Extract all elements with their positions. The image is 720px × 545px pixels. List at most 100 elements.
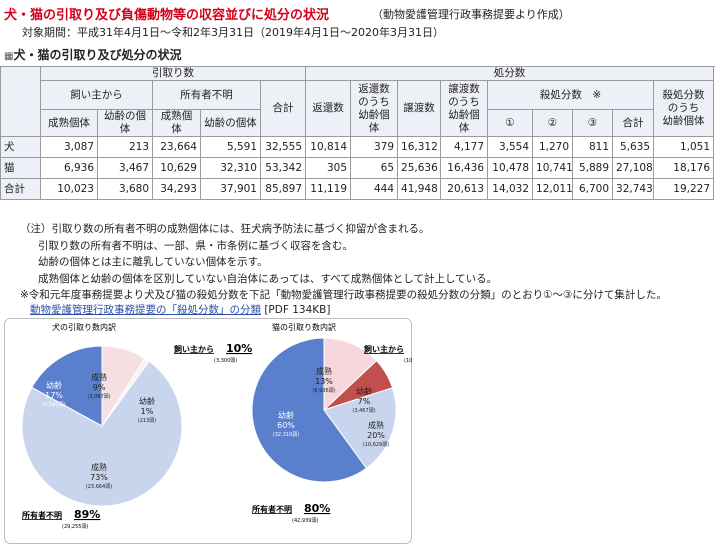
pie-slice	[323, 337, 378, 412]
slice-value: 60%	[277, 421, 295, 430]
slice-value: 20%	[367, 431, 385, 440]
cell: 10,023	[40, 178, 98, 200]
cell: 444	[350, 178, 399, 200]
group-name: 飼い主から	[173, 344, 214, 354]
link-suffix: [PDF 134KB]	[261, 304, 331, 316]
corner	[0, 66, 41, 137]
slice-count: (10,629頭)	[363, 442, 389, 448]
cell: 4,177	[440, 136, 489, 158]
cell: 3,554	[487, 136, 534, 158]
sub-header: 合計	[259, 80, 307, 137]
sub-header: 飼い主から	[40, 80, 153, 110]
sub-header: 譲渡数	[397, 80, 442, 137]
sub-header-line: 幼齢個体	[358, 108, 390, 134]
slice-label: 成熟	[316, 366, 332, 376]
pie-slice	[31, 345, 103, 427]
sub-header-line: のうち	[358, 95, 390, 108]
group-count: (42,939頭)	[292, 518, 318, 524]
group-share: 80%	[304, 502, 330, 515]
slice-count: (3,467頭)	[352, 408, 375, 414]
column-header: ①	[487, 109, 534, 137]
cell: 16,436	[440, 157, 489, 179]
sub-header-line: 殺処分数 ※	[539, 88, 602, 101]
title: 犬・猫の引取り及び負傷動物等の収容並びに処分の状況	[4, 8, 330, 23]
group-name: 飼い主から	[363, 344, 404, 354]
section-title: ▦犬・猫の引取り及び処分の状況	[4, 46, 181, 63]
sub-header-line: 所有者不明	[180, 88, 233, 101]
slice-label: 幼齢	[278, 410, 294, 420]
table: 引取り数 処分数 飼い主から 所有者不明 合計 返還数 返還数 のうち 幼齢個体 譲渡数 譲渡数 のう…	[0, 66, 715, 200]
sub-header-line: 譲渡数	[448, 82, 480, 95]
slice-value: 9%	[93, 383, 106, 392]
row: 合計 10,023 3,680 34,293 37,901 85,897 11,119 444…	[0, 178, 715, 200]
sub-header-line: 譲渡数	[403, 102, 435, 114]
cell: 5,635	[612, 136, 655, 158]
table-body: 犬 3,087 213 23,664 5,591 32,555 10,814 379 16,31…	[0, 136, 715, 200]
column-header: 幼齢の個体	[200, 109, 261, 137]
slice-value: 13%	[315, 377, 333, 386]
slice-label: 幼齢	[356, 386, 372, 396]
cell: 5,889	[572, 157, 614, 179]
slice-value: 17%	[45, 391, 63, 400]
table-head: 引取り数 処分数 飼い主から 所有者不明 合計 返還数 返還数 のうち 幼齢個体 譲渡数 譲渡数 のう…	[0, 66, 715, 137]
slice-count: (5,591頭)	[42, 402, 65, 408]
link[interactable]: 動物愛護管理行政事務提要の「殺処分数」の分類	[30, 304, 261, 316]
cell: 5,591	[200, 136, 261, 158]
cell: 12,011	[532, 178, 574, 200]
section-title-text: 犬・猫の引取り及び処分の状況	[13, 48, 182, 62]
group-count: (10,403頭)	[404, 358, 412, 364]
cell: 18,176	[653, 157, 715, 179]
slice-label: 成熟	[91, 462, 107, 472]
group-share: 89%	[74, 508, 100, 521]
slice-value: 1%	[141, 407, 154, 416]
slice-label: 幼齢	[139, 396, 155, 406]
slice-count: (6,936頭)	[312, 388, 335, 394]
sub-header-line: 合計	[272, 102, 294, 114]
cell: 27,108	[612, 157, 655, 179]
chart-title: 猫の引取り数内訳	[272, 322, 336, 332]
cell: 20,613	[440, 178, 489, 200]
cell: 16,312	[397, 136, 442, 158]
column-header: 合計	[612, 109, 655, 137]
cell: 1,270	[532, 136, 574, 158]
sub-header: 殺処分数 ※	[487, 80, 655, 110]
row: 犬 3,087 213 23,664 5,591 32,555 10,814 379 16,31…	[0, 136, 715, 158]
group-name: 所有者不明	[251, 504, 292, 514]
cell: 305	[305, 157, 352, 179]
slice-count: (32,310頭)	[273, 432, 299, 438]
cell: 37,901	[200, 178, 261, 200]
column-header: 成熟個体	[152, 109, 201, 137]
pie-slice	[251, 337, 368, 483]
sub-header: 譲渡数 のうち 幼齢個体	[440, 80, 489, 137]
column-header: 幼齢の個体	[97, 109, 153, 137]
row: 猫 6,936 3,467 10,629 32,310 53,342 305 65 25,636…	[0, 157, 715, 179]
note: ※令和元年度事務提要より犬及び猫の殺処分数を下記「動物愛護管理行政事務提要の殺処…	[20, 289, 667, 301]
column-header: 成熟個体	[40, 109, 98, 137]
cell: 10,478	[487, 157, 534, 179]
group-count: (3,300頭)	[214, 358, 237, 364]
sub-header: 所有者不明	[152, 80, 261, 110]
cell: 10,741	[532, 157, 574, 179]
slice-label: 成熟	[368, 420, 384, 430]
sub-header-line: のうち	[448, 95, 480, 108]
note: 幼齢の個体とは主に離乳していない個体を示す。	[38, 256, 268, 268]
source: （動物愛護管理行政事務提要より作成）	[372, 8, 570, 21]
slice-label: 幼齢	[46, 380, 62, 390]
cell: 11,119	[305, 178, 352, 200]
cell: 32,555	[259, 136, 307, 158]
sub-header-line: 幼齢個体	[662, 115, 705, 127]
cell: 32,743	[612, 178, 655, 200]
cell: 1,051	[653, 136, 715, 158]
slice-count: (213頭)	[138, 418, 156, 424]
sub-header-line: 幼齢個体	[448, 108, 480, 134]
cell: 6,700	[572, 178, 614, 200]
notes: （注）引取り数の所有者不明の成熟個体には、狂犬病予防法に基づく抑留が含まれる。引…	[20, 221, 667, 304]
cell: 10,629	[152, 157, 201, 179]
sub-header: 返還数	[305, 80, 352, 137]
row-label: 猫	[0, 157, 41, 179]
cell: 14,032	[487, 178, 534, 200]
cell: 3,087	[40, 136, 98, 158]
cell: 3,680	[97, 178, 153, 200]
